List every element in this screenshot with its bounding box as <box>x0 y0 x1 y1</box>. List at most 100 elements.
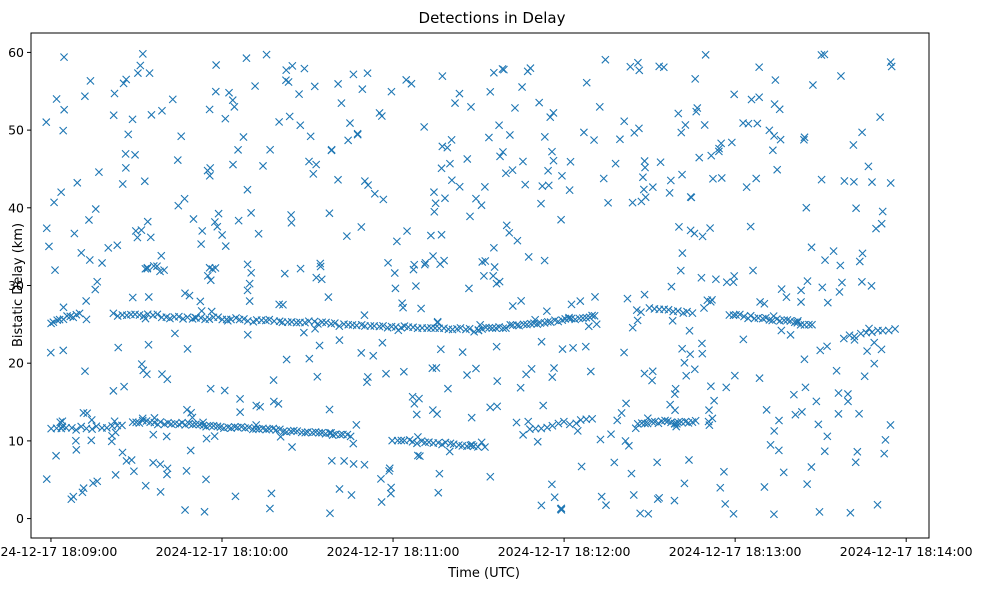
data-point-17 <box>832 366 841 375</box>
data-point-83 <box>434 488 443 497</box>
data-point-332 <box>478 257 487 266</box>
data-point-228 <box>518 83 527 92</box>
data-point-142 <box>149 430 158 439</box>
data-point-829 <box>77 422 86 431</box>
data-point-77 <box>695 153 704 162</box>
data-point-237 <box>544 181 553 190</box>
data-point-239 <box>251 82 260 91</box>
data-point-4 <box>815 507 824 516</box>
data-point-111 <box>352 420 361 429</box>
data-point-606 <box>177 132 186 141</box>
data-point-349 <box>851 458 860 467</box>
data-point-490 <box>83 409 92 418</box>
data-point-82 <box>653 458 662 467</box>
data-point-452 <box>430 207 439 216</box>
data-point-675 <box>174 312 183 321</box>
data-point-320 <box>71 436 80 445</box>
data-point-386 <box>202 434 211 443</box>
x-tick-label-5: 2024-12-17 18:14:00 <box>840 544 973 559</box>
data-point-306 <box>357 223 366 232</box>
data-point-190 <box>182 466 191 475</box>
data-point-114 <box>162 470 171 479</box>
data-point-595 <box>111 428 120 437</box>
data-point-462 <box>345 119 354 128</box>
data-point-314 <box>498 147 507 156</box>
data-point-154 <box>636 308 645 317</box>
data-point-872 <box>252 424 261 433</box>
data-point-46 <box>681 120 690 129</box>
data-point-255 <box>677 128 686 137</box>
data-point-628 <box>415 452 424 461</box>
data-point-854 <box>188 420 197 429</box>
data-point-400 <box>417 304 426 313</box>
data-point-396 <box>846 508 855 517</box>
data-point-31 <box>157 251 166 260</box>
data-point-353 <box>480 443 489 452</box>
data-point-443 <box>867 281 876 290</box>
data-point-493 <box>853 447 862 456</box>
data-point-649 <box>245 279 254 288</box>
data-point-585 <box>387 87 396 96</box>
data-point-468 <box>412 410 421 419</box>
data-point-348 <box>121 149 130 158</box>
y-tick-label-20: 20 <box>8 356 24 371</box>
data-point-345 <box>337 99 346 108</box>
data-point-85 <box>72 445 81 454</box>
data-point-633 <box>550 493 559 502</box>
data-point-393 <box>327 145 336 154</box>
data-point-433 <box>325 509 334 518</box>
data-point-861 <box>213 422 222 431</box>
data-point-55 <box>686 192 695 201</box>
data-point-341 <box>849 141 858 149</box>
y-tick-label-10: 10 <box>8 433 24 448</box>
data-point-298 <box>489 271 498 280</box>
data-point-883 <box>289 426 298 435</box>
data-point-128 <box>463 371 472 380</box>
data-point-753 <box>501 324 510 333</box>
data-point-379 <box>678 344 687 353</box>
chart-title: Detections in Delay <box>419 9 566 27</box>
data-point-482 <box>57 188 66 197</box>
data-point-308 <box>197 306 206 315</box>
data-point-213 <box>510 103 519 112</box>
data-point-575 <box>142 370 151 379</box>
data-point-164 <box>143 263 152 272</box>
data-point-138 <box>539 401 548 410</box>
data-point-758 <box>519 320 528 329</box>
data-point-131 <box>295 90 304 99</box>
data-point-160 <box>492 342 501 351</box>
data-point-388 <box>786 330 795 339</box>
data-point-322 <box>363 372 372 381</box>
data-point-522 <box>881 435 890 444</box>
data-point-908 <box>421 438 430 447</box>
data-point-257 <box>377 498 386 507</box>
data-point-260 <box>60 53 69 62</box>
data-point-104 <box>823 298 832 307</box>
data-point-95 <box>218 230 227 239</box>
data-point-113 <box>426 231 435 240</box>
data-point-51 <box>466 212 474 221</box>
data-point-150 <box>114 343 123 352</box>
data-point-884 <box>293 427 302 436</box>
data-point-151 <box>353 130 362 139</box>
data-point-556 <box>620 348 629 357</box>
data-point-901 <box>393 436 402 445</box>
data-point-129 <box>820 50 829 59</box>
data-point-321 <box>878 207 887 216</box>
data-point-586 <box>800 133 809 142</box>
data-point-542 <box>78 488 87 497</box>
data-point-938 <box>647 417 656 426</box>
data-point-930 <box>572 419 581 428</box>
data-point-604 <box>620 117 629 126</box>
data-point-425 <box>797 297 806 306</box>
data-point-551 <box>77 248 86 257</box>
data-point-313 <box>849 177 858 186</box>
data-point-609 <box>463 154 472 163</box>
data-point-831 <box>88 425 97 434</box>
data-point-614 <box>230 102 239 111</box>
data-point-594 <box>119 79 128 88</box>
data-point-747 <box>481 323 490 332</box>
data-point-506 <box>521 180 530 189</box>
data-point-687 <box>227 315 235 324</box>
data-point-358 <box>173 156 182 165</box>
